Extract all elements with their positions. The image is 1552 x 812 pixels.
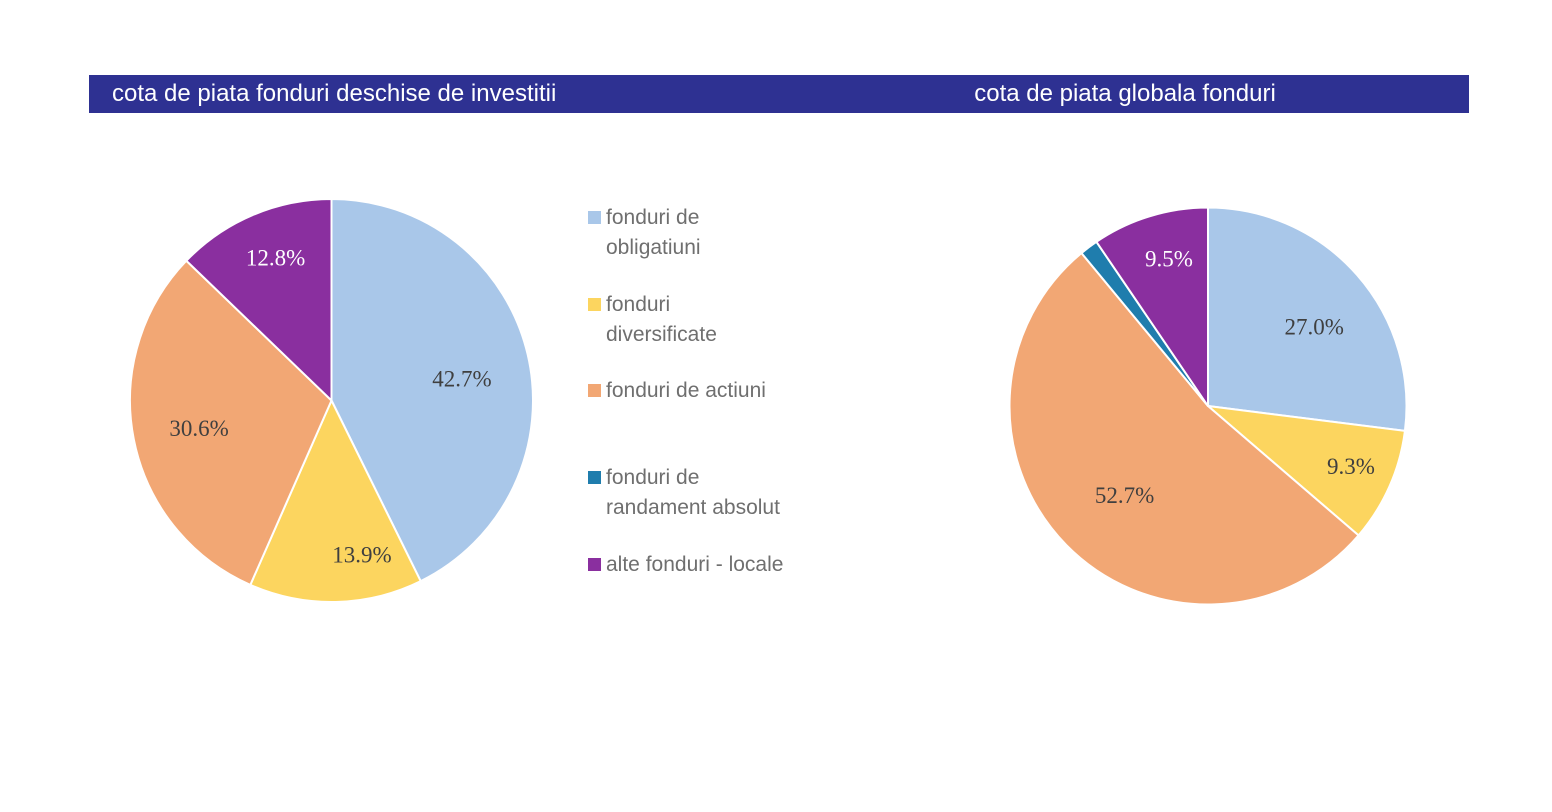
pie-slice-label-fonduri-diversificate: 9.3% — [1327, 454, 1375, 479]
pie-slice-alte-fonduri-locale — [1095, 206, 1209, 407]
pie-slice-label-fonduri-de-obligatiuni: 42.7% — [432, 366, 491, 391]
pie-slice-alte-fonduri-locale — [185, 198, 333, 402]
legend-swatch-icon — [588, 298, 601, 311]
legend-label: fonduri de actiuni — [606, 376, 826, 406]
legend-label: alte fonduri - locale — [606, 550, 826, 580]
pie-slice-fonduri-de-actiuni — [1008, 252, 1360, 606]
legend-label-line: fonduri de actiuni — [606, 379, 766, 402]
pie-slice-label-fonduri-de-actiuni: 30.6% — [169, 416, 228, 441]
legend-item-fonduri-de-randament-absolut: fonduri de randament absolut — [588, 463, 826, 523]
right-chart-title: cota de piata globala fonduri — [974, 80, 1276, 107]
legend-item-fonduri-diversificate: fonduri diversificate — [588, 290, 826, 350]
legend-label-line: fonduri — [606, 293, 671, 316]
pie-slice-label-alte-fonduri-locale: 9.5% — [1145, 247, 1193, 272]
pie-slice-label-fonduri-diversificate: 13.9% — [332, 542, 391, 567]
pie-slice-fonduri-diversificate — [249, 399, 422, 603]
pie-slice-label-fonduri-de-obligatiuni: 27.0% — [1284, 315, 1343, 340]
legend-item-fonduri-de-obligatiuni: fonduri de obligatiuni — [588, 203, 826, 263]
legend-swatch-icon — [588, 211, 601, 224]
pie-slice-fonduri-diversificate — [1207, 405, 1406, 537]
legend-label: fonduri de obligatiuni — [606, 203, 826, 263]
pie-slice-label-fonduri-de-actiuni: 52.7% — [1095, 483, 1154, 508]
legend-label-line: obligatiuni — [606, 236, 701, 259]
legend-swatch-icon — [588, 471, 601, 484]
legend-label: fonduri de randament absolut — [606, 463, 826, 523]
pie-chart-left: 42.7% 13.9% 30.6% 12.8% — [129, 198, 534, 603]
legend-label-line: diversificate — [606, 323, 717, 346]
legend-item-fonduri-de-actiuni: fonduri de actiuni — [588, 376, 826, 406]
legend-label-line: alte fonduri - locale — [606, 553, 784, 576]
legend-swatch-icon — [588, 384, 601, 397]
legend-label-line: fonduri de — [606, 466, 700, 489]
legend-label-line: randament absolut — [606, 496, 780, 519]
legend-swatch-icon — [588, 558, 601, 571]
pie-slice-fonduri-de-obligatiuni — [1207, 206, 1408, 432]
pie-slice-label-alte-fonduri-locale: 12.8% — [246, 245, 305, 270]
left-chart-title: cota de piata fonduri deschise de invest… — [112, 80, 557, 107]
pie-slice-fonduri-de-obligatiuni — [330, 198, 534, 583]
pie-chart-right: 27.0% 9.3% 52.7% 9.5% — [1008, 206, 1408, 606]
legend-item-alte-fonduri-locale: alte fonduri - locale — [588, 550, 826, 580]
legend-label: fonduri diversificate — [606, 290, 826, 350]
legend-label-line: fonduri de — [606, 206, 700, 229]
pie-slice-fonduri-de-actiuni — [129, 259, 333, 586]
chart-title-bar: cota de piata fonduri deschise de invest… — [89, 75, 1469, 113]
